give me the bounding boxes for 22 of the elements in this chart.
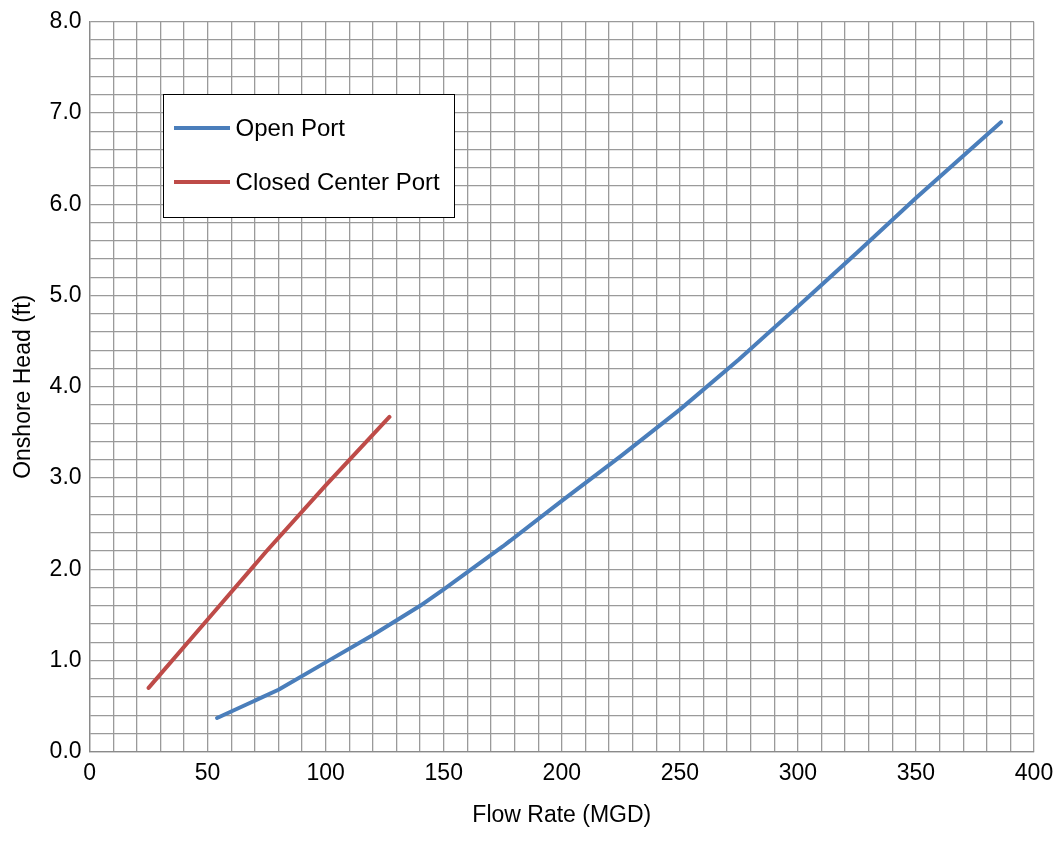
- y-tick-label: 2.0: [49, 554, 82, 581]
- y-tick-label: 0.0: [49, 737, 82, 764]
- legend-label: Closed Center Port: [235, 167, 440, 196]
- x-tick-label: 250: [660, 758, 700, 785]
- x-axis-title: Flow Rate (MGD): [472, 800, 652, 827]
- y-tick-label: 6.0: [49, 189, 82, 216]
- x-tick-label: 100: [306, 758, 345, 785]
- y-axis-title: Onshore Head (ft): [9, 294, 36, 479]
- x-tick-label: 200: [542, 758, 581, 785]
- y-tick-label: 7.0: [49, 98, 82, 125]
- y-tick-label: 4.0: [49, 372, 82, 399]
- x-tick-label: 350: [896, 758, 936, 785]
- y-tick-label: 8.0: [49, 7, 82, 34]
- x-tick-label: 300: [778, 758, 818, 785]
- y-tick-label: 3.0: [49, 463, 82, 490]
- y-tick-label: 1.0: [49, 645, 82, 672]
- legend-label: Open Port: [235, 113, 345, 142]
- x-tick-label: 0: [83, 758, 96, 785]
- x-tick-label: 400: [1014, 758, 1054, 785]
- y-tick-label: 5.0: [49, 280, 82, 307]
- x-tick-label: 150: [424, 758, 463, 785]
- x-tick-label: 50: [194, 758, 221, 785]
